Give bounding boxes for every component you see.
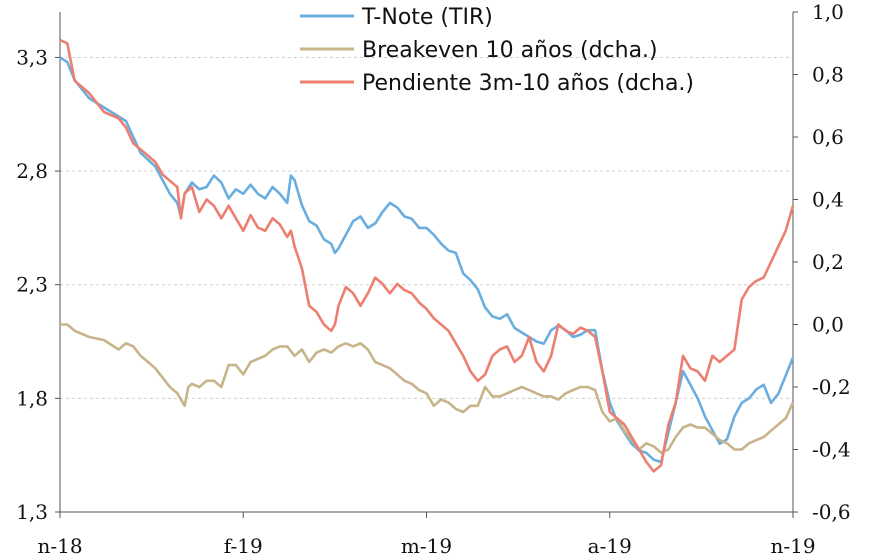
y-left-tick-label: 3,3 [16,45,48,69]
gridlines [60,56,793,513]
y-right-tick-label: -0,2 [812,375,851,399]
y-right-tick-label: -0,6 [812,500,851,524]
series-line-0 [59,56,795,464]
legend-label-breakeven: Breakeven 10 años (dcha.) [362,38,658,63]
y-right-tick-label: 0,0 [812,313,844,337]
x-tick-label: a-19 [588,534,632,558]
x-tick-label: n-18 [37,534,82,558]
y-left-tick-label: 1,3 [16,500,48,524]
series-line-1 [60,323,795,454]
legend-label-tnote: T-Note (TIR) [361,5,493,30]
y-right-tick-label: -0,4 [812,438,851,462]
series-lines [59,38,795,473]
y-left-tick-label: 2,8 [16,159,48,183]
legend-label-pendiente: Pendiente 3m-10 años (dcha.) [362,71,694,96]
series-line-2 [59,38,795,473]
x-tick-label: f-19 [224,534,263,558]
y-right-tick-label: 0,4 [812,188,844,212]
y-left-tick-label: 2,3 [16,273,48,297]
y-right-tick-label: 0,8 [812,63,844,87]
x-tick-label: n-19 [770,534,815,558]
y-right-tick-label: 0,2 [812,250,844,274]
axes: 1,3 1,8 2,3 2,8 3,3 -0,6 -0,4 -0,2 0,0 0,2 0,4 0,6 0… [16,0,850,558]
legend: T-Note (TIR) Breakeven 10 años (dcha.) P… [300,5,694,96]
x-tick-label: m-19 [401,534,452,558]
y-left-tick-label: 1,8 [16,386,48,410]
y-right-tick-label: 1,0 [812,0,844,24]
y-right-tick-label: 0,6 [812,125,844,149]
